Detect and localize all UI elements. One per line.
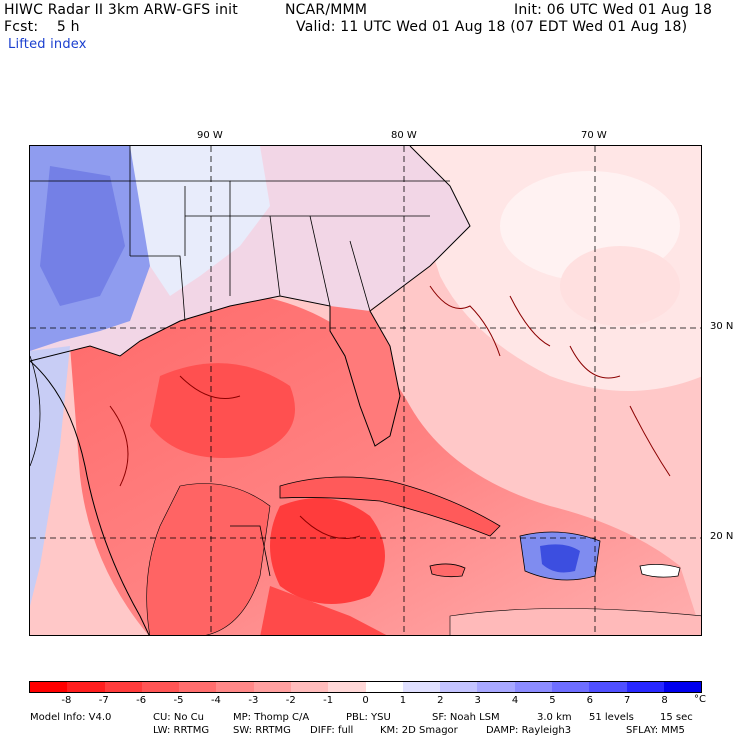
map-panel — [29, 145, 702, 636]
puerto-rico — [639, 564, 681, 578]
colorbar-cell — [328, 682, 366, 692]
colorbar-tick-label: 0 — [362, 695, 369, 706]
lat-label-30n: 30 N — [710, 321, 734, 332]
colorbar-cell — [141, 682, 180, 692]
colorbar-tick-label: -3 — [248, 695, 259, 706]
colorbar-tick-label: 2 — [437, 695, 444, 706]
colorbar-tick-label: 7 — [624, 695, 631, 706]
colorbar-cell — [179, 682, 217, 692]
colorbar-tick-label: 4 — [511, 695, 519, 706]
footer-km: KM: 2D Smagor — [380, 725, 458, 736]
florida — [330, 306, 400, 446]
footer-mp: MP: Thomp C/A — [233, 712, 310, 723]
colorbar-cell — [551, 682, 590, 692]
product-title: HIWC Radar II 3km ARW-GFS init — [4, 2, 238, 18]
mexico-coastline — [30, 360, 150, 635]
colorbar-cell — [253, 682, 291, 692]
colorbar-cell — [589, 682, 627, 692]
organization-label: NCAR/MMM — [285, 2, 368, 18]
colorbar-cell — [67, 682, 105, 692]
colorbar-cell — [290, 682, 329, 692]
colorbar-labels: -8 -7 -6 -5 -4 -3 -2 -1 0 1 2 3 4 5 6 7 8 — [29, 695, 702, 707]
footer-resolution: 3.0 km — [537, 712, 572, 723]
colorbar-tick-label: 3 — [474, 695, 481, 706]
colorbar-cell — [365, 682, 403, 692]
colorbar-cell — [663, 682, 702, 692]
political-borders — [30, 146, 450, 577]
valid-time: Valid: 11 UTC Wed 01 Aug 18 (07 EDT Wed … — [296, 19, 688, 35]
footer-timestep: 15 sec — [660, 712, 693, 723]
gulf-core — [150, 363, 295, 458]
footer-sflay: SFLAY: MM5 — [626, 725, 685, 736]
texas-core-stable — [40, 166, 125, 306]
colorbar-tick-label: -7 — [98, 695, 109, 706]
footer-model-info: Model Info: V4.0 — [30, 712, 112, 723]
init-time: Init: 06 UTC Wed 01 Aug 18 — [514, 2, 713, 18]
lat-lon-grid — [30, 146, 701, 635]
us-coastline — [30, 146, 471, 447]
colorbar-cell — [216, 682, 254, 692]
lon-label-80w: 80 W — [391, 130, 417, 141]
colorbar-tick-label: -6 — [136, 695, 147, 706]
footer-damp: DAMP: Rayleigh3 — [486, 725, 572, 736]
colorbar-tick-label: 5 — [549, 695, 556, 706]
footer-diff: DIFF: full — [310, 725, 354, 736]
colorbar-cell — [514, 682, 552, 692]
footer-sw: SW: RRTMG — [233, 725, 291, 736]
contour-lines — [109, 285, 671, 539]
colorbar-tick-label: -4 — [210, 695, 221, 706]
field-name: Lifted index — [8, 37, 87, 52]
footer-cu: CU: No Cu — [153, 712, 204, 723]
colorbar-tick-label: -1 — [323, 695, 334, 706]
colorbar — [29, 681, 702, 693]
forecast-hour: Fcst: 5 h — [4, 19, 80, 35]
footer-pbl: PBL: YSU — [346, 712, 391, 723]
colorbar-cell — [626, 682, 664, 692]
colorbar-unit: °C — [694, 694, 706, 705]
colorbar-cell — [402, 682, 441, 692]
cuba — [279, 476, 501, 537]
central-america — [260, 586, 387, 635]
colorbar-tick-label: -2 — [285, 695, 296, 706]
colorbar-tick-label: 6 — [586, 695, 594, 706]
footer-levels: 51 levels — [589, 712, 634, 723]
colorbar-cell — [30, 682, 68, 692]
south-america-coast — [449, 608, 701, 635]
lon-label-90w: 90 W — [197, 130, 223, 141]
colorbar-tick-label: -5 — [173, 695, 184, 706]
footer-lw: LW: RRTMG — [153, 725, 210, 736]
hispaniola-core — [540, 544, 580, 573]
lon-label-70w: 70 W — [581, 130, 607, 141]
colorbar-tick-label: 1 — [399, 695, 407, 706]
colorbar-cell — [104, 682, 142, 692]
atlantic-swirl-inner — [560, 246, 680, 326]
colorbar-cell — [440, 682, 478, 692]
colorbar-tick-label: -8 — [61, 695, 72, 706]
footer-sf: SF: Noah LSM — [432, 712, 500, 723]
colorbar-tick-label: 8 — [661, 695, 668, 706]
lat-label-20n: 20 N — [710, 531, 734, 542]
us-interior-stable — [130, 146, 270, 296]
yucatan — [146, 483, 271, 635]
caribbean-core — [270, 498, 385, 604]
lifted-index-map — [30, 146, 701, 635]
jamaica — [429, 563, 466, 578]
colorbar-cell — [477, 682, 515, 692]
